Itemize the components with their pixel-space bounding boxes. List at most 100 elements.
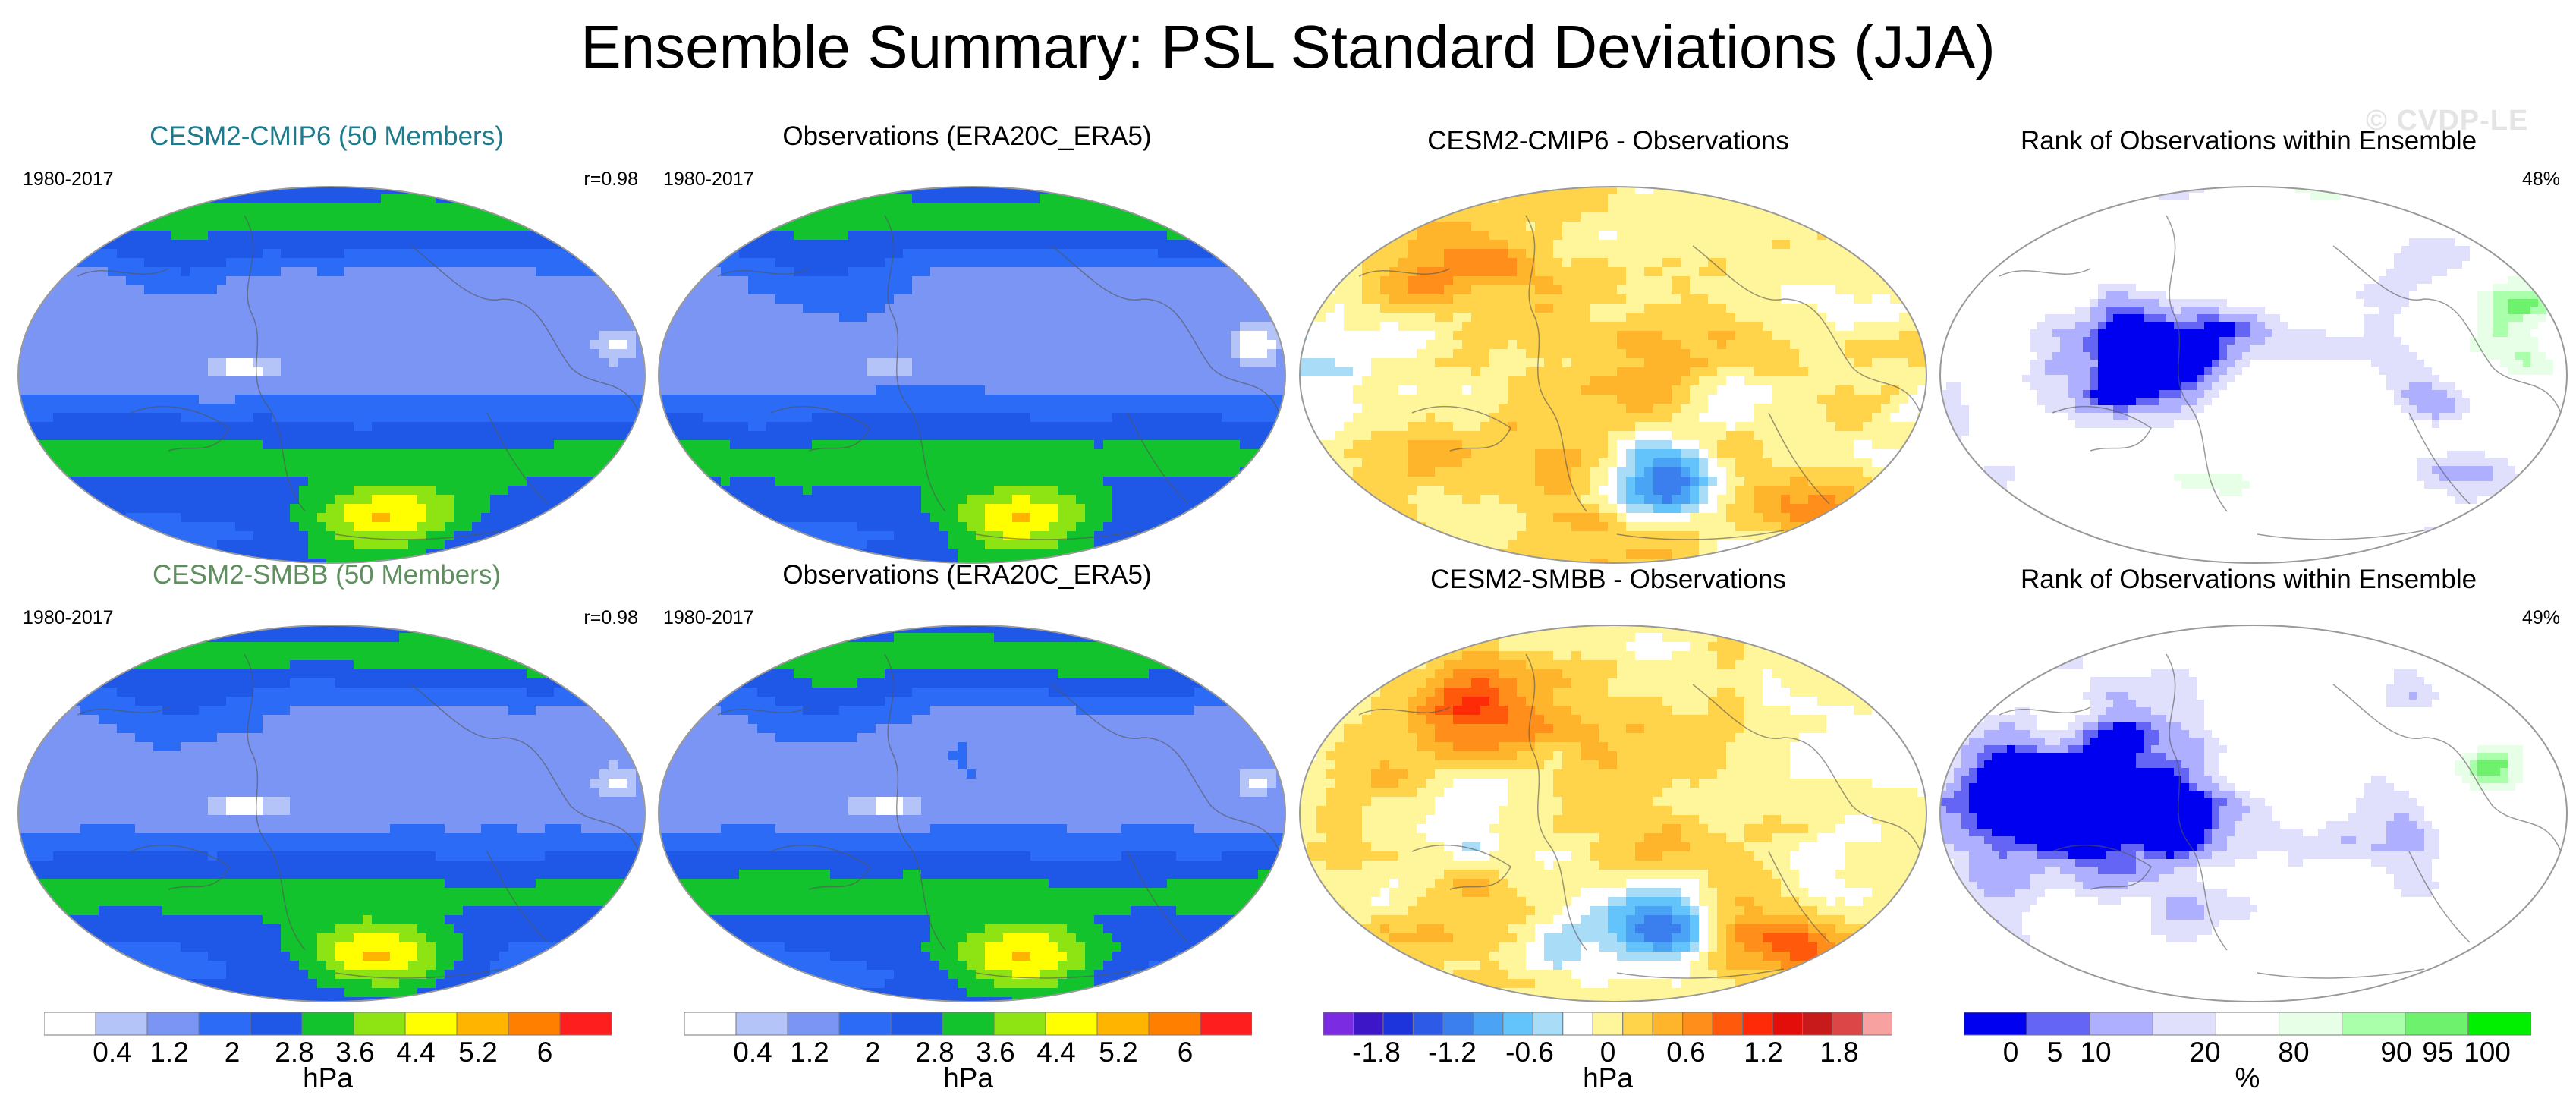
colorbar-swatch <box>1772 1012 1804 1036</box>
colorbar-tick-label: 6 <box>1178 1037 1194 1068</box>
map-outline <box>1939 186 2568 564</box>
colorbar-swatch <box>1592 1012 1624 1036</box>
colorbar-swatch <box>2026 1012 2090 1036</box>
map-outline <box>658 625 1286 1002</box>
colorbar-swatch <box>250 1012 303 1036</box>
field-cells <box>1940 187 2567 563</box>
panel-title: Rank of Observations within Ensemble <box>1928 565 2569 595</box>
colorbar-swatch <box>1964 1012 2027 1036</box>
colorbar-swatch <box>1562 1012 1593 1036</box>
colorbar-tick-label: 95 <box>2422 1037 2453 1068</box>
colorbar-swatch <box>2089 1012 2153 1036</box>
panel-title: CESM2-SMBB (50 Members) <box>6 560 647 590</box>
field-cells <box>1300 625 1926 1002</box>
colorbar-swatch <box>890 1012 943 1036</box>
colorbar-tick-label: 2.8 <box>915 1037 954 1068</box>
colorbar-swatch <box>146 1012 200 1036</box>
colorbar-tick-label: 3.6 <box>335 1037 374 1068</box>
colorbar-swatch <box>1148 1012 1201 1036</box>
map-panel: CESM2-SMBB (50 Members) 1980-2017 r=0.98 <box>6 560 647 1005</box>
period-label: 1980-2017 <box>23 168 114 190</box>
colorbar-swatch <box>301 1012 354 1036</box>
panel-title: CESM2-SMBB - Observations <box>1288 565 1929 595</box>
colorbar-swatch <box>404 1012 458 1036</box>
colorbar-swatch <box>1096 1012 1150 1036</box>
colorbar-std: 0.4 1.2 2 2.8 3.6 4.4 5.2 6 hPa <box>684 1012 1252 1103</box>
map-outline <box>1939 625 2568 1002</box>
percent-label: 48% <box>2522 168 2560 190</box>
colorbar-swatch <box>1832 1012 1864 1036</box>
colorbar-tick-label: 1.2 <box>149 1037 188 1068</box>
period-label: 1980-2017 <box>663 607 754 629</box>
colorbar-swatch <box>2405 1012 2469 1036</box>
colorbar-swatch <box>1712 1012 1744 1036</box>
colorbar-swatch <box>2215 1012 2280 1036</box>
colorbar-tick-label: 5 <box>2047 1037 2063 1068</box>
colorbar-tick-label: -1.8 <box>1352 1037 1401 1068</box>
map-panel: Rank of Observations within Ensemble 48% <box>1928 121 2569 566</box>
colorbar-tick-label: 2.8 <box>275 1037 313 1068</box>
colorbar-swatch <box>508 1012 561 1036</box>
colorbar-swatch <box>559 1012 612 1036</box>
colorbar-swatch <box>993 1012 1046 1036</box>
map-panel: Rank of Observations within Ensemble 49% <box>1928 560 2569 1005</box>
colorbar-tick-label: 2 <box>225 1037 241 1068</box>
panel-title: Rank of Observations within Ensemble <box>1928 126 2569 156</box>
map-outline <box>17 186 646 564</box>
period-label: 1980-2017 <box>23 607 114 629</box>
colorbar-swatch <box>1862 1012 1892 1036</box>
field-cells <box>659 187 1285 563</box>
colorbar-tick-label: 0 <box>1600 1037 1616 1068</box>
colorbar-tick-label: 6 <box>537 1037 553 1068</box>
colorbar-tick-label: 5.2 <box>458 1037 497 1068</box>
map-rank <box>1939 625 2568 1002</box>
map-std <box>658 625 1286 1002</box>
colorbar-rank: 0 5 10 20 80 90 95 100% <box>1964 1012 2531 1103</box>
colorbar-tick-label: 1.8 <box>1820 1037 1858 1068</box>
colorbar-swatch <box>735 1012 788 1036</box>
colorbar-swatch <box>1682 1012 1713 1036</box>
watermark: © CVDP-LE <box>2366 105 2528 137</box>
colorbar-swatch <box>1045 1012 1098 1036</box>
colorbar-swatch <box>2152 1012 2216 1036</box>
colorbar-units: % <box>2235 1063 2260 1094</box>
colorbar-swatch <box>942 1012 995 1036</box>
colorbar-tick-label: 0.6 <box>1666 1037 1705 1068</box>
colorbar-tick-label: 100 <box>2464 1037 2511 1068</box>
map-std <box>658 186 1286 564</box>
colorbar-tick-label: -0.6 <box>1505 1037 1554 1068</box>
colorbar-swatch <box>1382 1012 1414 1036</box>
colorbar-swatch <box>2467 1012 2531 1036</box>
colorbar-swatch <box>1442 1012 1474 1036</box>
map-panel: CESM2-CMIP6 - Observations <box>1288 121 1929 566</box>
map-std <box>17 625 646 1002</box>
colorbar-swatch <box>2279 1012 2343 1036</box>
map-std <box>17 186 646 564</box>
correlation-label: r=0.98 <box>583 168 638 190</box>
colorbar-tick-label: 10 <box>2080 1037 2111 1068</box>
panel-title: CESM2-CMIP6 - Observations <box>1288 126 1929 156</box>
colorbar-tick-label: 20 <box>2189 1037 2220 1068</box>
colorbar-tick-label: 1.2 <box>1744 1037 1782 1068</box>
colorbar-diff: -1.8 -1.2 -0.6 0 0.6 1.2 1.8 hPa <box>1323 1012 1892 1103</box>
map-panel: CESM2-SMBB - Observations <box>1288 560 1929 1005</box>
colorbar-swatch <box>1352 1012 1384 1036</box>
map-diff <box>1299 186 1927 564</box>
main-title: Ensemble Summary: PSL Standard Deviation… <box>0 11 2576 83</box>
colorbar-swatch <box>1532 1012 1564 1036</box>
field-cells <box>1300 187 1926 563</box>
period-label: 1980-2017 <box>663 168 754 190</box>
colorbar-tick-label: 3.6 <box>976 1037 1014 1068</box>
colorbar-units: hPa <box>943 1063 993 1094</box>
colorbar-swatch <box>95 1012 148 1036</box>
colorbar-swatch <box>2342 1012 2406 1036</box>
colorbar-swatch <box>1742 1012 1773 1036</box>
field-cells <box>18 187 645 563</box>
colorbar-tick-label: 5.2 <box>1099 1037 1137 1068</box>
colorbar-swatch <box>684 1012 737 1036</box>
map-panel: Observations (ERA20C_ERA5) 1980-2017 <box>646 121 1288 566</box>
panel-title: Observations (ERA20C_ERA5) <box>646 560 1288 590</box>
colorbar-swatch <box>787 1012 840 1036</box>
colorbar-units: hPa <box>303 1063 353 1094</box>
colorbar-swatch <box>1200 1012 1252 1036</box>
